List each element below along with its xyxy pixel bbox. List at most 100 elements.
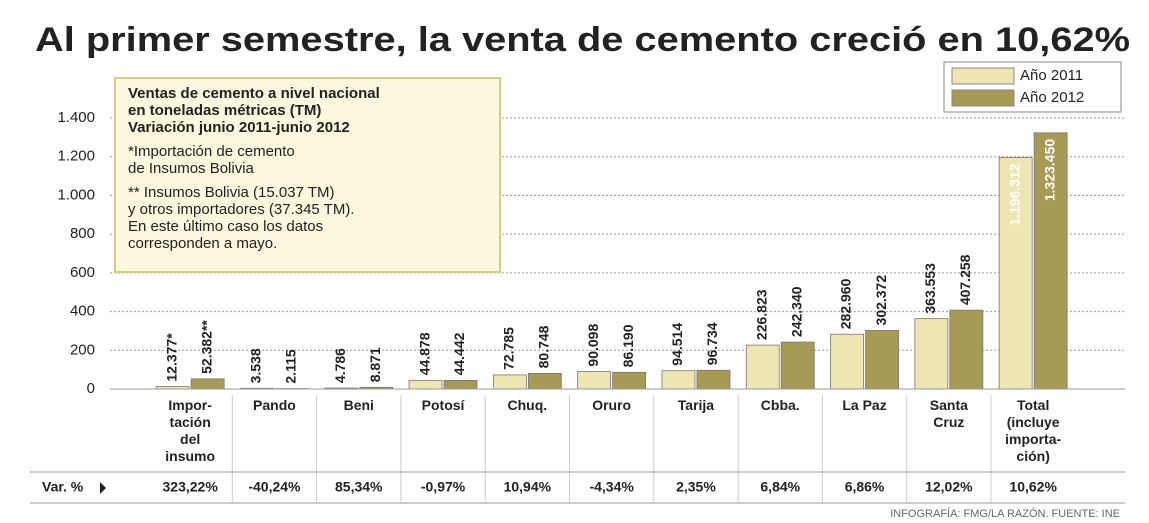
var-value: 6,84% (760, 479, 800, 495)
data-label: 90.098 (585, 324, 601, 367)
legend-swatch (951, 67, 1015, 85)
x-tick-line: Beni (344, 397, 374, 413)
var-value: 2,35% (676, 479, 716, 495)
x-tick-line: del (180, 431, 200, 447)
legend-swatch (951, 89, 1015, 107)
bar (577, 371, 612, 390)
bar (830, 333, 864, 390)
y-tick-label: 0 (87, 380, 95, 397)
x-tick-line: Impor- (168, 397, 212, 413)
data-label: 3.538 (248, 348, 264, 383)
x-tick-line: Tarija (678, 397, 715, 413)
data-label: 1.196.312 (1006, 163, 1022, 225)
y-tick-label: 400 (70, 303, 95, 320)
x-tick-line: Oruro (592, 397, 631, 413)
y-tick-label: 200 (70, 341, 95, 358)
var-value: -4,34% (589, 479, 634, 495)
var-value: -40,24% (248, 479, 301, 495)
data-label: 226.823 (753, 289, 769, 340)
bar (408, 379, 443, 390)
x-tick-label: Cbba. (761, 397, 800, 413)
data-label: 80.748 (536, 325, 552, 368)
y-tick-label: 800 (70, 225, 95, 242)
y-tick-label: 1.200 (57, 148, 95, 165)
x-tick-label: Beni (344, 397, 374, 413)
x-tick-label: Pando (253, 397, 296, 413)
data-label: 1.323.450 (1041, 139, 1057, 201)
note-line: y otros importadores (37.345 TM). (128, 201, 354, 218)
y-tick-label: 1.000 (57, 186, 95, 203)
x-tick-label: Oruro (592, 397, 631, 413)
data-label: 2.115 (283, 349, 299, 383)
note-line: Ventas de cemento a nivel nacional (128, 85, 380, 102)
y-tick-label: 1.400 (57, 109, 95, 126)
data-label: 282.960 (838, 278, 854, 329)
x-tick-line: Total (1017, 397, 1049, 413)
x-tick-label: Total (incluye importa-ción) (1005, 397, 1061, 464)
x-tick-label: Potosí (422, 397, 466, 413)
x-tick-label: Chuq. (508, 397, 548, 413)
var-label: Var. % (42, 479, 84, 495)
data-label: 363.553 (922, 263, 938, 314)
data-label: 52.382** (198, 320, 214, 374)
var-value: -0,97% (421, 479, 466, 495)
x-tick-line: Pando (253, 397, 296, 413)
data-label: 86.190 (620, 324, 636, 367)
note-line: corresponden a mayo. (128, 235, 277, 252)
legend-label: Año 2012 (1020, 89, 1084, 106)
bar (492, 374, 527, 390)
x-tick-line: ción) (1016, 448, 1049, 464)
bar (612, 371, 647, 390)
y-tick-label: 600 (70, 264, 95, 281)
x-tick-line: insumo (165, 448, 215, 464)
x-tick-label: Tarija (678, 397, 715, 413)
x-tick-line: (incluye (1007, 414, 1060, 430)
var-value: 85,34% (335, 479, 383, 495)
x-tick-line: Chuq. (508, 397, 548, 413)
source: INFOGRAFÍA: FMG/LA RAZÓN. FUENTE: INE (890, 507, 1120, 520)
bar (914, 318, 949, 390)
bar (998, 157, 1033, 390)
x-tick-line: tación (170, 414, 211, 430)
x-tick-line: La Paz (842, 397, 886, 413)
var-value: 6,86% (845, 479, 885, 495)
var-value: 323,22% (163, 479, 219, 495)
var-arrow (100, 482, 106, 494)
data-label: 44.442 (451, 332, 467, 375)
note-line: En este último caso los datos (128, 218, 323, 235)
x-tick-label: Impor-tación del insumo (165, 397, 215, 464)
bar (190, 378, 225, 390)
bar (661, 370, 696, 390)
bar (443, 379, 478, 390)
note-line: en toneladas métricas (TM) (128, 102, 321, 119)
data-label: 72.785 (501, 327, 517, 370)
data-label: 8.871 (367, 347, 383, 382)
data-label: 4.786 (332, 348, 348, 383)
x-tick-line: Cruz (933, 414, 964, 430)
data-label: 407.258 (957, 254, 973, 305)
data-label: 44.878 (416, 332, 432, 375)
x-tick-label: La Paz (842, 397, 886, 413)
note-line: *Importación de cemento (128, 143, 295, 160)
var-value: 10,62% (1009, 479, 1057, 495)
x-tick-line: Potosí (422, 397, 466, 413)
note-line: Variación junio 2011-junio 2012 (128, 119, 350, 136)
bar (696, 369, 731, 390)
data-label: 12.377* (163, 333, 179, 382)
data-label: 302.372 (873, 275, 889, 326)
note-line: de Insumos Bolivia (128, 160, 255, 177)
bar (865, 330, 899, 390)
bar (949, 309, 984, 390)
data-label: 96.734 (704, 322, 720, 365)
bar (527, 372, 562, 390)
x-tick-line: importa- (1005, 431, 1061, 447)
note-line: ** Insumos Bolivia (15.037 TM) (128, 184, 334, 201)
x-tick-line: Cbba. (761, 397, 800, 413)
x-tick-line: Santa (930, 397, 968, 413)
legend-label: Año 2011 (1020, 67, 1083, 84)
data-label: 242.340 (788, 286, 804, 337)
bar (1033, 132, 1068, 390)
bar (780, 341, 815, 390)
chart-title: Al primer semestre, la venta de cemento … (35, 21, 1130, 59)
